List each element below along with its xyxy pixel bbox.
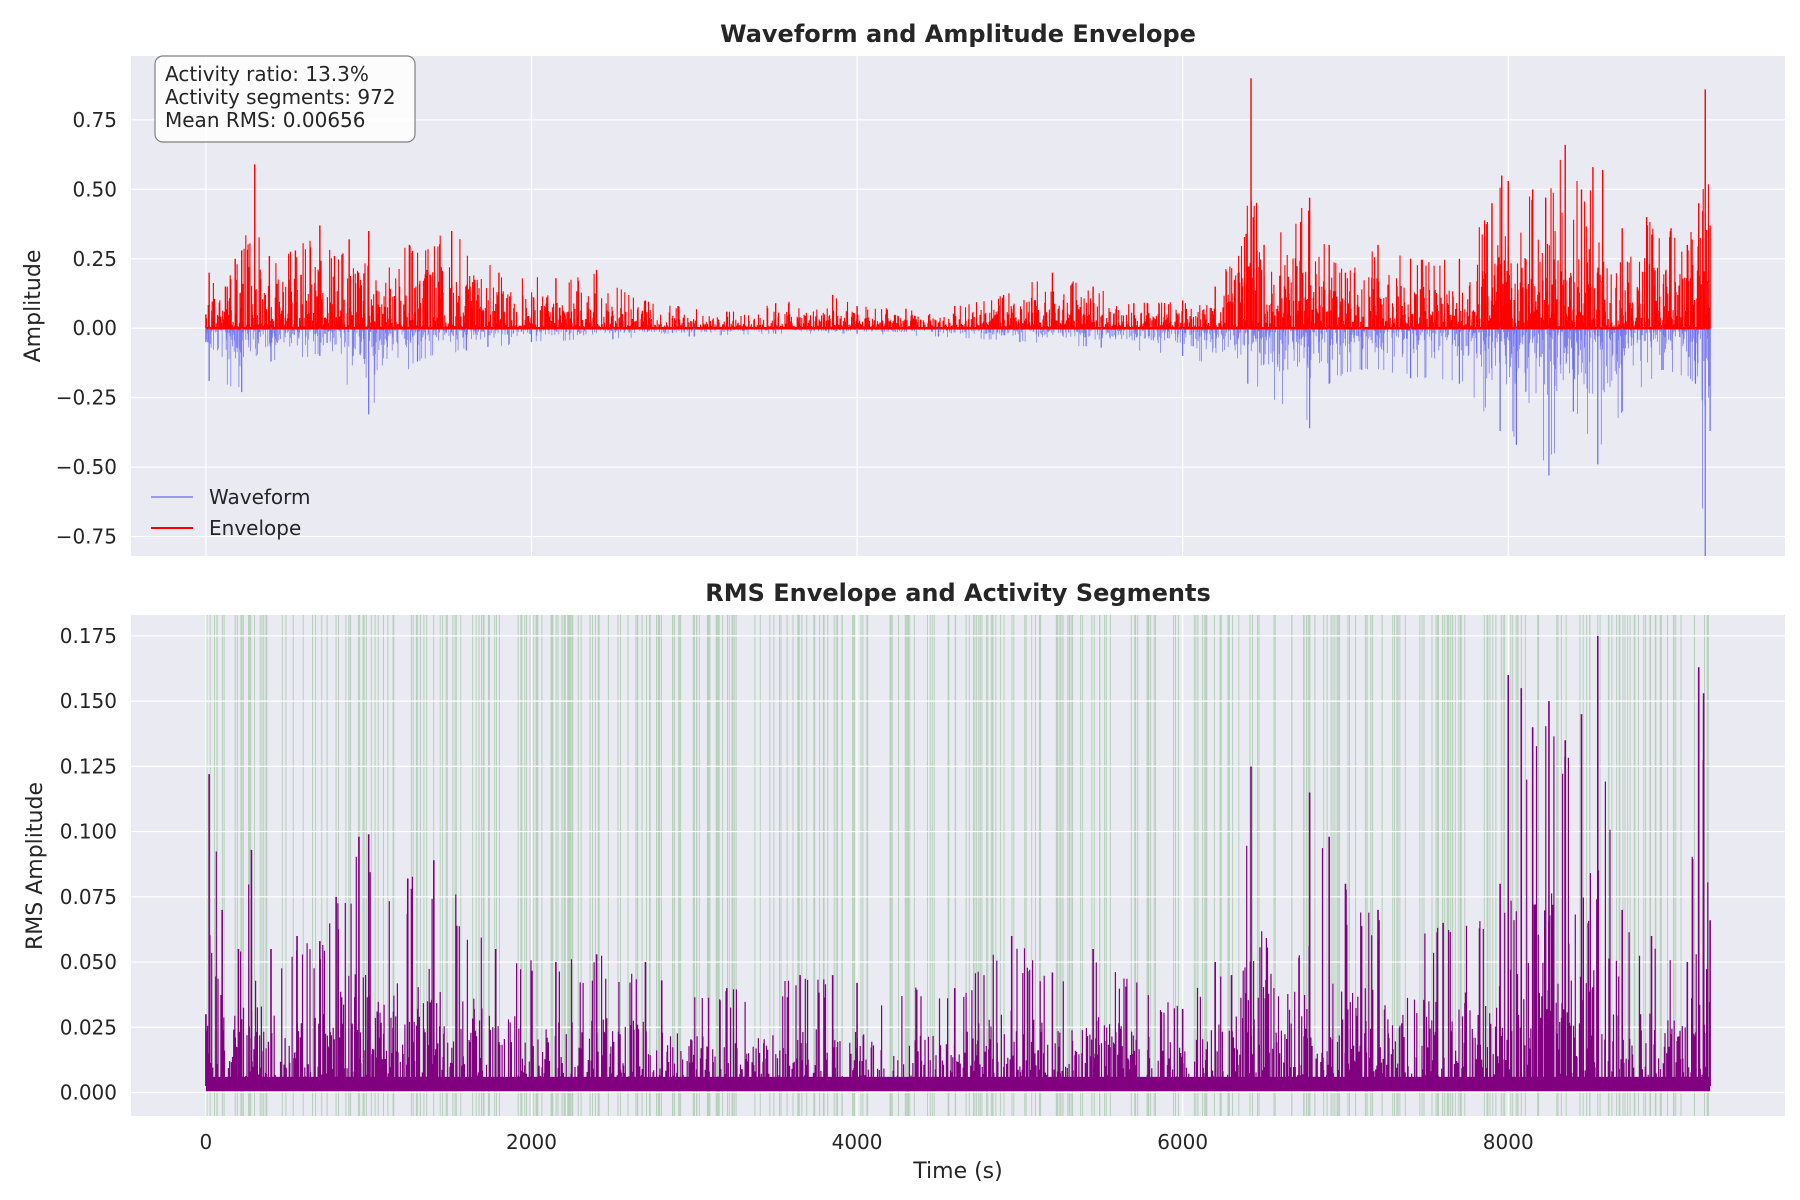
top-chart-title: Waveform and Amplitude Envelope [720,20,1196,48]
bottom-panel: 0.000 0.025 0.050 0.075 0.100 0.125 0.150 0.175… [23,579,1785,1184]
bottom-x-axis-label: Time (s) [912,1159,1002,1184]
activity-segment-lines [206,615,1709,1116]
y-tick-label: 0.025 [60,1015,117,1039]
stats-box [154,55,416,143]
y-tick-label: 0.150 [60,689,117,713]
y-tick-label: 0.125 [60,754,117,778]
bottom-y-axis-label: RMS Amplitude [23,782,48,950]
y-tick-label: 0.50 [72,177,117,201]
stats-activity-segments: Activity segments: 972 [165,85,396,109]
y-tick-label: −0.25 [56,386,117,410]
x-tick-label: 0 [200,1130,213,1154]
rms-baseline [205,1076,1711,1092]
y-tick-label: 0.75 [72,108,117,132]
legend-waveform-label: Waveform [209,485,311,509]
y-tick-label: −0.75 [56,525,117,549]
y-tick-label: −0.50 [56,455,117,479]
y-tick-label: 0.25 [72,247,117,271]
top-plot-area [205,78,1711,556]
bottom-chart-title: RMS Envelope and Activity Segments [705,579,1210,607]
top-y-axis-label: Amplitude [21,250,46,363]
activity-segments [206,615,1709,1116]
top-ticks: −0.75 −0.50 −0.25 0.00 0.25 0.50 0.75 [56,108,117,549]
legend: Waveform Envelope [151,485,311,540]
bottom-plot-area [205,635,1711,1092]
y-tick-label: 0.100 [60,820,117,844]
top-panel: −0.75 −0.50 −0.25 0.00 0.25 0.50 0.75 Waveform… [21,20,1785,556]
legend-envelope-label: Envelope [209,516,301,540]
y-tick-label: 0.075 [60,885,117,909]
x-tick-label: 6000 [1157,1130,1208,1154]
y-tick-label: 0.175 [60,624,117,648]
y-tick-label: 0.050 [60,950,117,974]
bottom-ticks: 0.000 0.025 0.050 0.075 0.100 0.125 0.150 0.175… [60,624,1534,1154]
stats-annotation: Activity ratio: 13.3% Activity segments:… [154,55,416,143]
stats-activity-ratio: Activity ratio: 13.3% [165,62,369,86]
x-tick-label: 4000 [832,1130,883,1154]
y-tick-label: 0.000 [60,1081,117,1105]
x-tick-label: 8000 [1483,1130,1534,1154]
x-tick-label: 2000 [506,1130,557,1154]
stats-mean-rms: Mean RMS: 0.00656 [165,108,366,132]
y-tick-label: 0.00 [72,316,117,340]
